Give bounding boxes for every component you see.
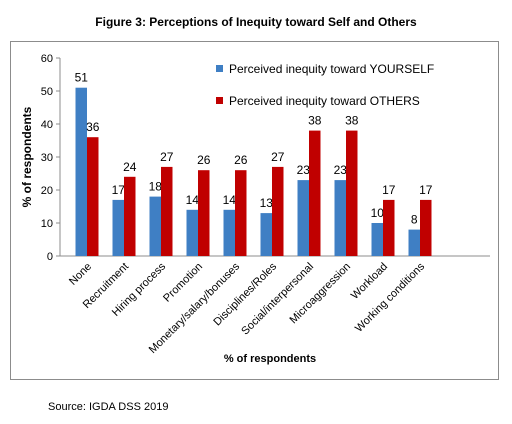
y-tick-label: 40 (41, 119, 53, 131)
bar-yourself (334, 180, 346, 256)
data-label-yourself: 13 (260, 196, 274, 210)
legend-swatch (216, 97, 223, 104)
data-label-others: 27 (160, 150, 174, 164)
chart-frame (10, 41, 499, 380)
bar-others (272, 166, 284, 256)
bar-yourself (371, 223, 383, 256)
y-tick-label: 0 (47, 251, 53, 263)
y-tick-label: 20 (41, 185, 53, 197)
legend-label: Perceived inequity toward OTHERS (229, 94, 420, 108)
bar-others (309, 130, 321, 256)
data-label-others: 26 (234, 153, 248, 167)
bar-others (124, 176, 136, 256)
data-label-others: 27 (271, 150, 285, 164)
bar-yourself (186, 209, 198, 256)
data-label-others: 17 (419, 183, 433, 197)
data-label-yourself: 23 (297, 163, 311, 177)
data-label-yourself: 23 (334, 163, 348, 177)
y-tick-label: 50 (41, 86, 53, 98)
bar-yourself (260, 213, 272, 256)
y-tick-label: 10 (41, 218, 53, 230)
data-label-yourself: 14 (223, 193, 237, 207)
bar-others (346, 130, 358, 256)
x-tick-label: Working conditions (353, 260, 427, 334)
y-tick-label: 30 (41, 152, 53, 164)
bar-yourself (75, 87, 87, 256)
data-label-others: 17 (382, 183, 396, 197)
bar-yourself (297, 180, 309, 256)
data-label-others: 38 (345, 114, 359, 128)
x-tick-label: Disciplines/Roles (211, 260, 279, 328)
y-tick-label: 60 (41, 53, 53, 65)
data-label-yourself: 18 (149, 180, 163, 194)
y-axis-title: % of respondents (20, 106, 34, 207)
bar-yourself (149, 196, 161, 256)
bar-others (420, 199, 432, 256)
data-label-yourself: 14 (186, 193, 200, 207)
bar-yourself (112, 199, 124, 256)
bar-others (235, 170, 247, 256)
legend-label: Perceived inequity toward YOURSELF (229, 62, 434, 76)
x-tick-label: None (67, 261, 94, 288)
x-axis-title: % of respondents (224, 353, 316, 365)
source-note: Source: IGDA DSS 2019 (48, 401, 169, 413)
data-label-others: 24 (123, 160, 137, 174)
bar-others (161, 166, 173, 256)
data-label-others: 38 (308, 114, 322, 128)
data-label-yourself: 51 (75, 71, 89, 85)
x-tick-label: Social/interpersonal (239, 261, 316, 338)
legend-swatch (216, 65, 223, 72)
data-label-others: 26 (197, 153, 211, 167)
bar-others (87, 137, 99, 256)
bar-yourself (408, 229, 420, 256)
bar-others (383, 199, 395, 256)
bar-yourself (223, 209, 235, 256)
data-label-yourself: 8 (411, 213, 418, 227)
data-label-others: 36 (86, 120, 100, 134)
data-label-yourself: 17 (112, 183, 126, 197)
bar-others (198, 170, 210, 256)
data-label-yourself: 10 (371, 206, 385, 220)
figure-title: Figure 3: Perceptions of Inequity toward… (95, 15, 417, 29)
